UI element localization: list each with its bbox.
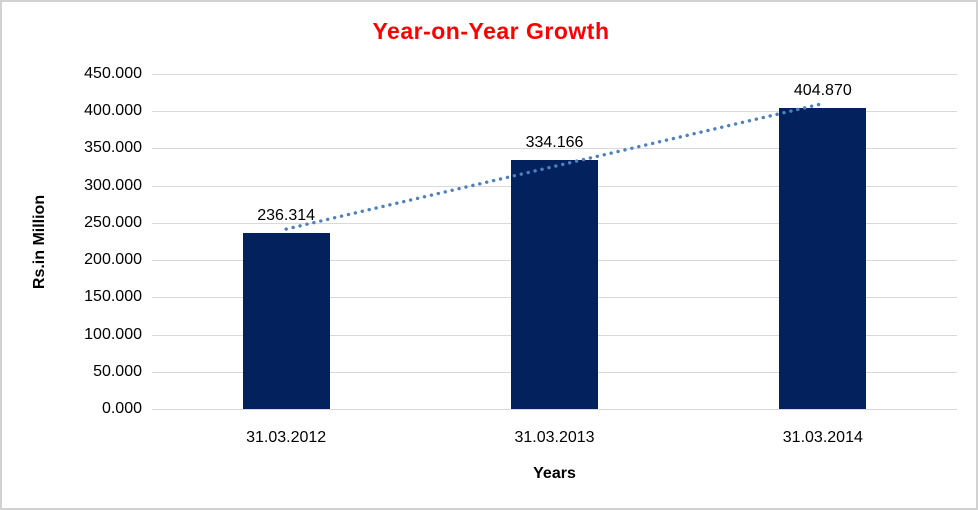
gridline (152, 409, 957, 410)
y-tick-label: 100.000 (84, 325, 142, 343)
y-tick-label: 350.000 (84, 139, 142, 157)
y-tick-label: 50.000 (93, 362, 142, 380)
bar-data-label: 334.166 (525, 134, 584, 152)
y-tick-label: 300.000 (84, 176, 142, 194)
bar (511, 160, 598, 409)
bar (242, 233, 330, 409)
x-tick-label: 31.03.2012 (246, 429, 327, 446)
bar-data-label: 404.870 (793, 81, 852, 99)
y-tick-label: 450.000 (84, 65, 142, 82)
y-tick-label: 200.000 (84, 251, 142, 269)
x-tick-label: 31.03.2014 (782, 429, 863, 446)
bar-data-label: 236.314 (257, 207, 316, 225)
y-tick-label: 150.000 (84, 288, 142, 306)
gridline (152, 74, 957, 75)
y-tick-label: 0.000 (101, 400, 142, 417)
y-tick-label: 250.000 (84, 213, 142, 231)
x-tick-label: 31.03.2013 (514, 429, 595, 446)
bar (779, 107, 867, 409)
y-tick-label: 400.000 (84, 102, 142, 120)
chart-title: Year-on-Year Growth (372, 18, 610, 44)
y-axis-title: Rs.in Million (31, 194, 48, 290)
x-axis-title: Years (533, 465, 576, 482)
